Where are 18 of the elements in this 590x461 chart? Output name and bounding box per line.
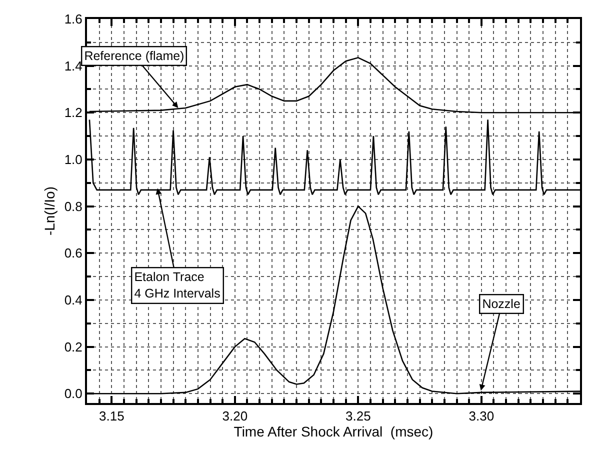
- x-axis-title: Time After Shock Arrival (msec): [234, 424, 434, 440]
- y-tick-label: 1.0: [64, 152, 82, 168]
- y-tick-label: 0.6: [64, 246, 82, 261]
- y-tick-label: 0.0: [64, 386, 82, 402]
- x-tick-label: 3.20: [222, 408, 248, 424]
- y-tick-label: 1.2: [64, 105, 82, 120]
- y-tick-label: 0.8: [64, 198, 82, 214]
- y-tick-label: 0.2: [64, 339, 82, 354]
- annotation: Etalon Trace 4 GHz Intervals: [134, 270, 220, 300]
- x-tick-label: 3.30: [468, 408, 494, 424]
- y-axis-title: -Ln(I/Io): [41, 186, 58, 236]
- y-tick-label: 1.4: [64, 58, 82, 74]
- annotation: Reference (flame): [84, 49, 184, 64]
- annotation: Nozzle: [482, 297, 520, 312]
- x-tick-label: 3.15: [98, 408, 124, 424]
- x-tick-label: 3.25: [345, 408, 371, 424]
- y-tick-label: 0.4: [64, 292, 82, 308]
- y-tick-label: 1.6: [64, 12, 82, 27]
